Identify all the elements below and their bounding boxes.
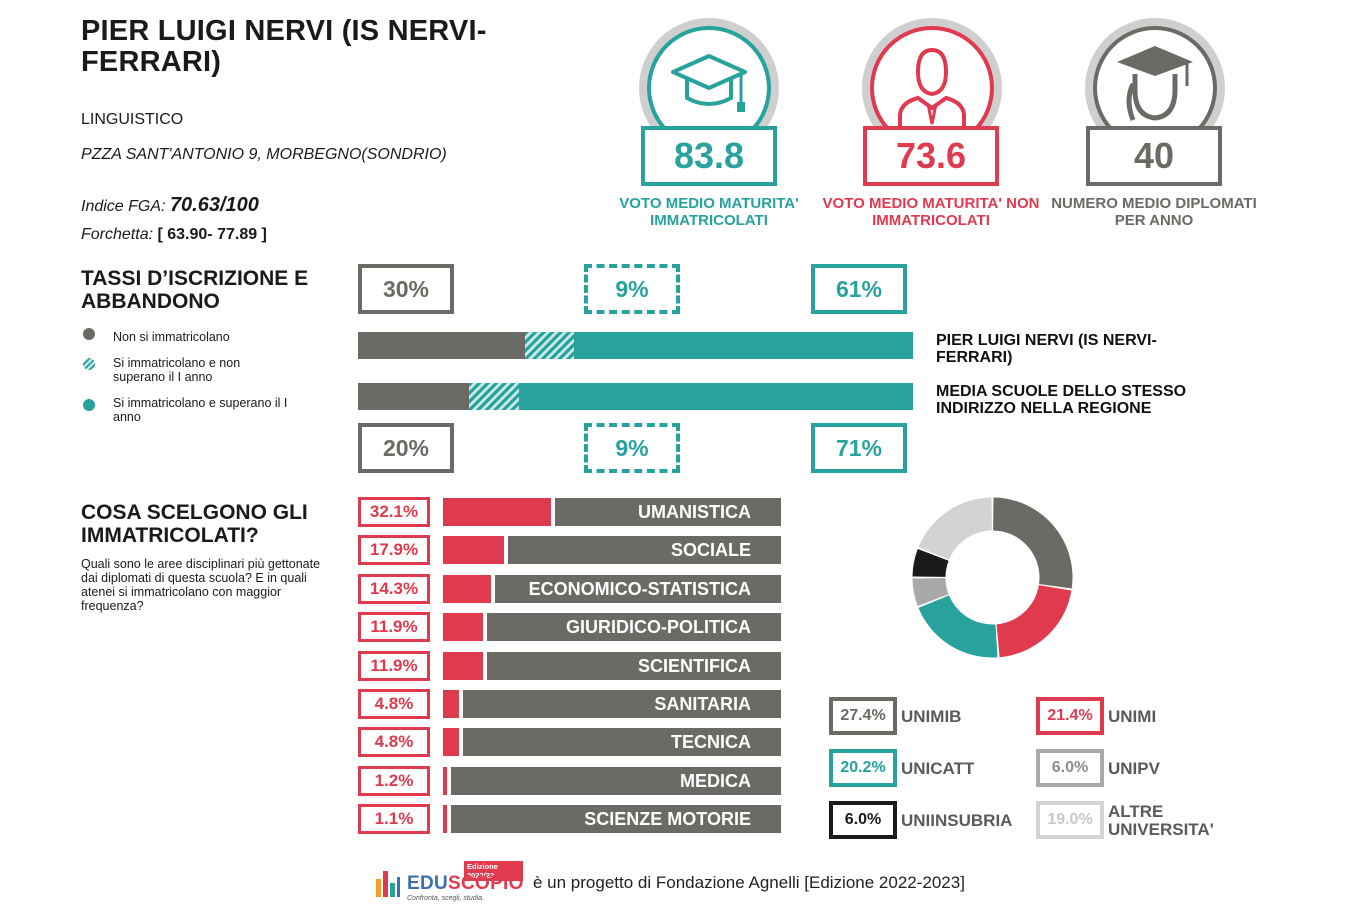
universities-donut-chart [912, 497, 1073, 658]
area-label-bar: TECNICA [463, 728, 781, 757]
donut-slice [996, 585, 1072, 658]
area-pct-box: 14.3% [358, 573, 430, 604]
area-pct-box: 4.8% [358, 727, 430, 758]
legend-solid-teal-dot [83, 399, 95, 411]
school-type: LINGUISTICO [81, 111, 184, 128]
uni-unipv-pct: 6.0% [1036, 749, 1104, 787]
area-pct-box: 17.9% [358, 535, 430, 566]
fork-prefix: Forchetta: [81, 226, 154, 243]
uni-altre-label: ALTRE UNIVERSITA' [1108, 802, 1214, 839]
student-person-icon [898, 47, 966, 132]
uni-unimib-label: UNIMIB [901, 707, 962, 726]
area-value-bar [443, 805, 447, 834]
area-label-bar: GIURIDICO-POLITICA [487, 613, 781, 642]
region-seg-superano [518, 383, 913, 410]
area-label-bar: ECONOMICO-STATISTICA [495, 574, 781, 603]
legend-superano: Si immatricolano e superano il I anno [113, 396, 288, 424]
uni-unipv-label: UNIPV [1108, 759, 1160, 778]
area-pct-box: 1.2% [358, 765, 430, 796]
choices-section-subtitle: Quali sono le aree disciplinari più gett… [81, 557, 321, 613]
donut-slice [912, 578, 949, 607]
fga-value: 70.63/100 [169, 194, 259, 216]
footer-credit: è un progetto di Fondazione Agnelli [Edi… [533, 873, 965, 892]
donut-slice [912, 548, 949, 577]
choices-section-title: COSA SCELGONO GLI IMMATRICOLATI? [81, 501, 308, 547]
donut-slice [993, 497, 1073, 589]
fga-prefix: Indice FGA: [81, 198, 166, 215]
uni-altre-pct: 19.0% [1036, 801, 1104, 839]
uni-uniinsubria-pct: 6.0% [829, 801, 897, 839]
region-non-immatricolano-pct: 20% [358, 423, 454, 473]
logo-edition-badge: Edizione 2022/23 [464, 861, 523, 881]
area-pct-box: 11.9% [358, 650, 430, 681]
logo-bars-icon [376, 871, 400, 897]
school-non-superano-pct: 9% [584, 264, 680, 314]
uni-unicatt-pct: 20.2% [829, 749, 897, 787]
logo-edu: EDU [407, 873, 449, 894]
graduate-person-icon [1117, 46, 1193, 121]
kpi-diplomati-label: NUMERO MEDIO DIPLOMATI PER ANNO [1051, 195, 1257, 229]
region-seg-non-immatricolano [358, 383, 469, 410]
area-value-bar [443, 728, 460, 757]
area-value-bar [443, 498, 552, 526]
area-pct-box: 32.1% [358, 497, 430, 527]
region-superano-pct: 71% [811, 423, 907, 473]
legend-non-superano: Si immatricolano e non superano il I ann… [113, 356, 241, 384]
kpi-non-immatricolati-label: VOTO MEDIO MATURITA' NON IMMATRICOLATI [822, 195, 1040, 229]
eduscopio-logo: Edizione 2022/23 EDUSCOPIO Confronta, sc… [373, 861, 523, 906]
school-address: PZZA SANT'ANTONIO 9, MORBEGNO(SONDRIO) [81, 146, 447, 163]
fork-value: [ 63.90- 77.89 ] [157, 226, 267, 243]
kpi-diplomati-value: 40 [1086, 126, 1222, 186]
school-stacked-bar [358, 332, 913, 359]
fga-index: Indice FGA: 70.63/100 [81, 194, 259, 217]
school-seg-non-immatricolano [358, 332, 525, 359]
area-value-bar [443, 613, 484, 642]
school-bar-label: PIER LUIGI NERVI (IS NERVI-FERRARI) [936, 332, 1157, 366]
area-pct-box: 11.9% [358, 612, 430, 643]
graduation-cap-icon [671, 54, 747, 112]
area-value-bar [443, 651, 484, 680]
kpi-immatricolati-label: VOTO MEDIO MATURITA' IMMATRICOLATI [619, 195, 799, 229]
area-label-bar: SANITARIA [463, 690, 781, 718]
legend-non-immatricolano: Non si immatricolano [113, 330, 230, 344]
area-label-bar: SCIENTIFICA [487, 651, 781, 680]
area-pct-box: 1.1% [358, 804, 430, 835]
region-seg-non-superano [469, 383, 519, 410]
region-bar-label: MEDIA SCUOLE DELLO STESSO INDIRIZZO NELL… [936, 383, 1187, 417]
donut-slice [918, 595, 998, 658]
school-superano-pct: 61% [811, 264, 907, 314]
uni-unimi-pct: 21.4% [1036, 697, 1104, 735]
fga-range: Forchetta: [ 63.90- 77.89 ] [81, 226, 267, 244]
area-label-bar: SCIENZE MOTORIE [450, 805, 781, 834]
school-seg-superano [574, 332, 913, 359]
uni-uniinsubria-label: UNIINSUBRIA [901, 811, 1013, 830]
school-seg-non-superano [524, 332, 575, 359]
legend-solid-grey-dot [83, 328, 95, 340]
logo-wordmark: EDUSCOPIO [407, 873, 524, 895]
logo-scopio: SCOPIO [448, 873, 524, 894]
uni-unimi-label: UNIMI [1108, 707, 1157, 726]
uni-unicatt-label: UNICATT [901, 759, 975, 778]
area-label-bar: MEDICA [451, 766, 781, 795]
logo-tagline: Confronta, scegli, studia. [407, 895, 485, 902]
kpi-non-immatricolati-value: 73.6 [863, 126, 999, 186]
area-value-bar [443, 536, 504, 565]
donut-slice [918, 497, 992, 560]
uni-unimib-pct: 27.4% [829, 697, 897, 735]
area-value-bar [443, 766, 448, 795]
school-name: PIER LUIGI NERVI (IS NERVI-FERRARI) [81, 15, 487, 78]
area-label-bar: SOCIALE [507, 536, 781, 565]
area-value-bar [443, 690, 460, 718]
kpi-immatricolati-value: 83.8 [641, 126, 777, 186]
area-pct-box: 4.8% [358, 689, 430, 719]
rates-section-title: TASSI D’ISCRIZIONE E ABBANDONO [81, 267, 309, 313]
school-non-immatricolano-pct: 30% [358, 264, 454, 314]
area-label-bar: UMANISTICA [555, 498, 781, 526]
region-non-superano-pct: 9% [584, 423, 680, 473]
region-stacked-bar [358, 383, 913, 410]
legend-hatched-dot [83, 358, 95, 370]
area-value-bar [443, 574, 492, 603]
